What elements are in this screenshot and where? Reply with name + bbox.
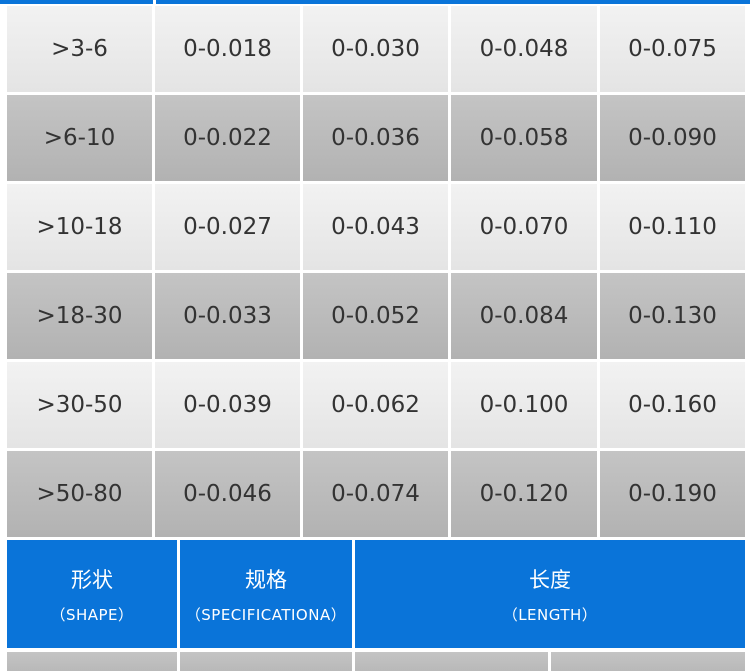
header-cell: 形状 （SHAPE） <box>7 540 177 648</box>
table-cell: 0-0.052 <box>303 273 448 359</box>
table-cell: 0-0.027 <box>155 184 300 270</box>
table-cell: 0-0.070 <box>451 184 597 270</box>
header-cell: 长度 （LENGTH） <box>355 540 745 648</box>
table-cell: >6-10 <box>7 95 152 181</box>
header-subtitle: （SHAPE） <box>50 605 134 624</box>
table-cell: 0-0.036 <box>303 95 448 181</box>
table-cell: 0-0.058 <box>451 95 597 181</box>
table-cell: 0-0.018 <box>155 6 300 92</box>
header-cell: 规格 （SPECIFICATIONA） <box>180 540 352 648</box>
header-title: 规格 <box>245 567 287 592</box>
table-cell: 0-0.022 <box>155 95 300 181</box>
table-cell: 0-0.110 <box>600 184 745 270</box>
table-cell: 0-0.130 <box>600 273 745 359</box>
table-cell: 0-0.043 <box>303 184 448 270</box>
table-cell: 0-0.075 <box>600 6 745 92</box>
top-strip <box>156 0 750 4</box>
table-cell: >10-18 <box>7 184 152 270</box>
table-cell: 0-0.084 <box>451 273 597 359</box>
top-strip <box>0 0 153 4</box>
table-cell: 0-0.030 <box>303 6 448 92</box>
table-cell: >18-30 <box>7 273 152 359</box>
table-cell: 0-0.090 <box>600 95 745 181</box>
partial-cell <box>355 652 548 671</box>
table-cell: 0-0.120 <box>451 451 597 537</box>
header-subtitle: （SPECIFICATIONA） <box>185 605 347 624</box>
header-subtitle: （LENGTH） <box>502 605 598 624</box>
table-cell: 0-0.046 <box>155 451 300 537</box>
table-cell: 0-0.062 <box>303 362 448 448</box>
table-cell: 0-0.160 <box>600 362 745 448</box>
table-cell: 0-0.039 <box>155 362 300 448</box>
table-cell: 0-0.100 <box>451 362 597 448</box>
partial-cell <box>180 652 352 671</box>
table-cell: 0-0.074 <box>303 451 448 537</box>
header-title: 长度 <box>529 567 571 592</box>
partial-cell <box>7 652 177 671</box>
table-cell: 0-0.048 <box>451 6 597 92</box>
partial-cell <box>551 652 745 671</box>
table-cell: >50-80 <box>7 451 152 537</box>
header-title: 形状 <box>71 567 113 592</box>
table-cell: 0-0.190 <box>600 451 745 537</box>
table-cell: >30-50 <box>7 362 152 448</box>
table-cell: 0-0.033 <box>155 273 300 359</box>
table-cell: >3-6 <box>7 6 152 92</box>
